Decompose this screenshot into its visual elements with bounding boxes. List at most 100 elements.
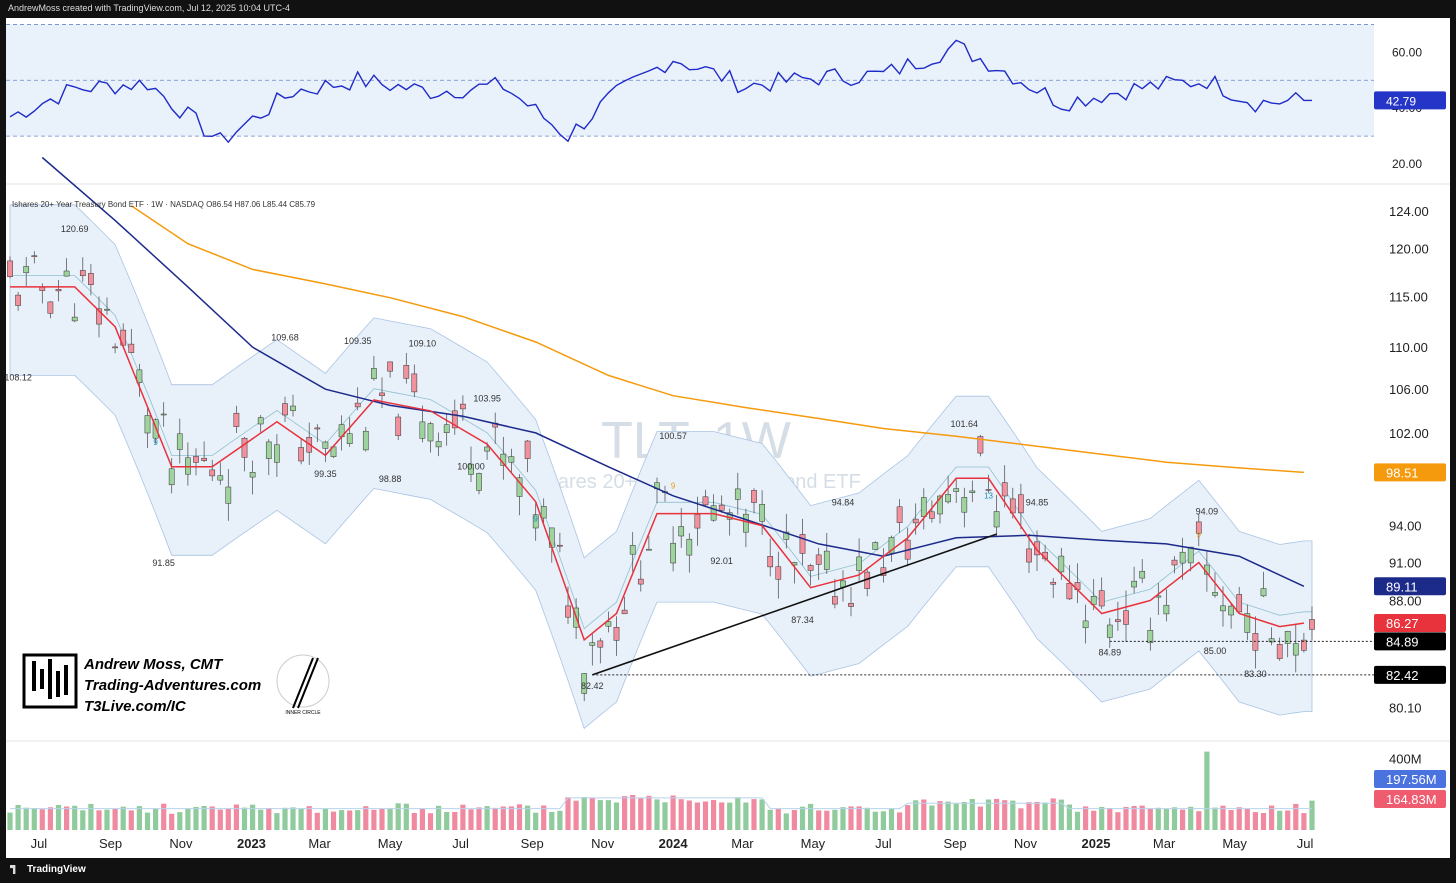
volume-bar xyxy=(274,813,279,830)
candle-body xyxy=(1099,591,1104,606)
price-annotation: 99.35 xyxy=(314,469,337,479)
volume-bar xyxy=(557,811,562,830)
rsi-tick-label: 20.00 xyxy=(1392,157,1422,171)
volume-bar xyxy=(299,809,304,830)
volume-bar xyxy=(258,810,263,830)
inner-circle-label: INNER CIRCLE xyxy=(285,710,321,716)
volume-bar xyxy=(695,803,700,831)
volume-bar xyxy=(493,808,498,830)
price-annotation: 82.42 xyxy=(581,681,604,691)
volume-bar xyxy=(946,802,951,830)
candle-body xyxy=(1115,620,1120,622)
volume-bar xyxy=(630,795,635,830)
volume-bar xyxy=(242,808,247,830)
candle-body xyxy=(614,627,619,640)
ema-last: 86.27 xyxy=(1386,616,1419,631)
candle-body xyxy=(1140,571,1145,578)
volume-bar xyxy=(824,811,829,830)
brand-link: T3Live.com/IC xyxy=(84,698,187,715)
candle-body xyxy=(371,368,376,378)
time-axis-label: Mar xyxy=(1153,836,1176,851)
volume-bar xyxy=(978,807,983,830)
rsi-tick-label: 60.00 xyxy=(1392,45,1422,59)
price-annotation: 100.57 xyxy=(659,431,687,441)
time-axis-label: Sep xyxy=(99,836,122,851)
candle-body xyxy=(921,498,926,517)
candle-body xyxy=(509,457,514,463)
price-annotation: 91.85 xyxy=(152,558,175,568)
sequence-count: 9 xyxy=(1197,530,1202,539)
candle-body xyxy=(64,271,69,276)
candle-body xyxy=(735,489,740,500)
candle-body xyxy=(323,442,328,448)
price-annotation: 83.30 xyxy=(1244,669,1267,679)
volume-bar xyxy=(1261,813,1266,830)
candle-body xyxy=(598,641,603,647)
volume-bar xyxy=(509,806,514,830)
volume-bar xyxy=(145,813,150,830)
volume-bar xyxy=(1220,806,1225,830)
volume-bar xyxy=(937,801,942,830)
candle-body xyxy=(679,527,684,537)
volume-bar xyxy=(161,804,166,830)
volume-bar xyxy=(1018,808,1023,830)
volume-bar xyxy=(1115,812,1120,830)
tradingview-brand: TradingView xyxy=(27,864,86,875)
time-axis-label: Mar xyxy=(308,836,331,851)
volume-bar xyxy=(1237,807,1242,830)
time-axis-label: Jul xyxy=(452,836,469,851)
price-annotation: 87.34 xyxy=(791,615,814,625)
candle-body xyxy=(210,470,215,476)
candle-body xyxy=(1123,611,1128,625)
price-annotation: 94.09 xyxy=(1196,507,1219,517)
volume-bar xyxy=(671,796,676,831)
time-axis-label: Sep xyxy=(943,836,966,851)
volume-bar xyxy=(388,808,393,830)
volume-bar xyxy=(1285,811,1290,831)
volume-bar xyxy=(857,806,862,830)
candle-body xyxy=(363,431,368,450)
volume-bar xyxy=(32,808,37,830)
candle-body xyxy=(379,393,384,396)
volume-bar xyxy=(129,810,134,830)
candle-body xyxy=(525,441,530,459)
volume-bar xyxy=(40,809,45,830)
volume-bar xyxy=(347,811,352,831)
candle-body xyxy=(1261,589,1266,596)
volume-bar xyxy=(784,813,789,830)
volume-bar xyxy=(1091,811,1096,830)
volume-bar xyxy=(331,812,336,830)
candle-body xyxy=(185,458,190,474)
logo-candle-icon xyxy=(64,665,68,695)
candle-body xyxy=(1293,644,1298,656)
tradingview-footer[interactable]: TradingView xyxy=(10,864,86,875)
volume-bar xyxy=(339,810,344,830)
volume-bar xyxy=(735,797,740,830)
legend-text: Ishares 20+ Year Treasury Bond ETF · 1W … xyxy=(12,200,316,209)
candle-body xyxy=(88,273,93,284)
candle-body xyxy=(687,539,692,555)
sequence-count: 9 xyxy=(533,515,538,524)
volume-bar xyxy=(622,796,627,830)
price-tick-label: 102.00 xyxy=(1389,426,1429,441)
candle-body xyxy=(695,514,700,528)
sequence-count: 13 xyxy=(984,491,993,500)
volume-bar xyxy=(1099,807,1104,830)
volume-bar xyxy=(1229,810,1234,830)
volume-bar xyxy=(727,803,732,830)
volume-bar xyxy=(913,800,918,830)
volume-bar xyxy=(202,806,207,830)
volume-bar xyxy=(185,809,190,830)
candle-body xyxy=(1002,483,1007,496)
time-axis-label: Nov xyxy=(169,836,193,851)
volume-bar xyxy=(929,806,934,831)
candle-body xyxy=(104,309,109,310)
price-tick-label: 80.10 xyxy=(1389,700,1422,715)
volume-bar xyxy=(1010,801,1015,830)
candle-body xyxy=(816,555,821,565)
volume-bar xyxy=(598,800,603,830)
volume-bar xyxy=(768,810,773,830)
volume-bar xyxy=(64,807,69,831)
